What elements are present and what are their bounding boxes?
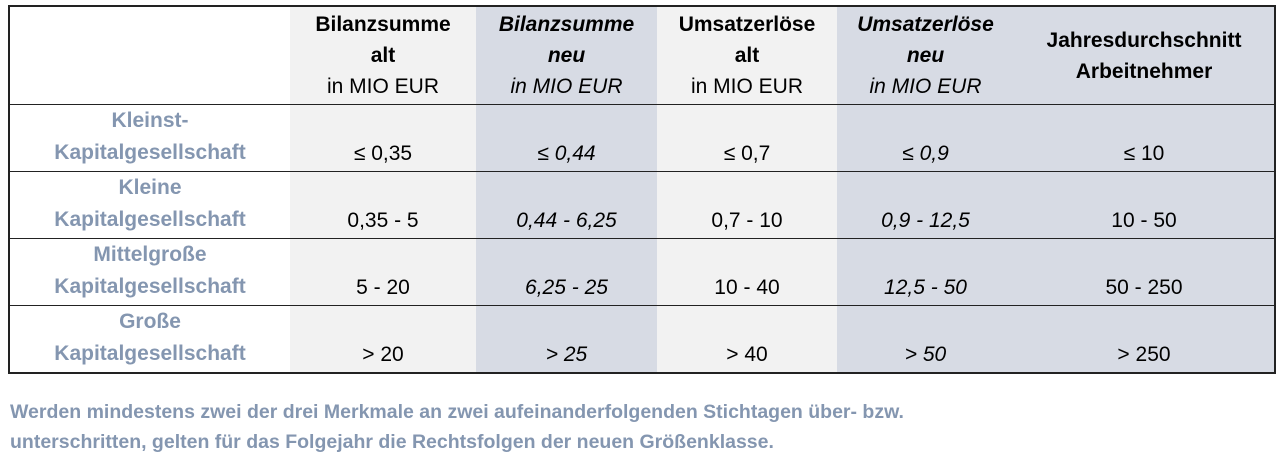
- text-line: in MIO EUR: [690, 75, 803, 98]
- column-header: Bilanzsumme alt in MIO EUR: [290, 6, 476, 105]
- table-cell: 6,25 - 25: [476, 238, 657, 306]
- text-line: Kapitalgesellschaft: [54, 141, 246, 164]
- table-cell: > 250: [1014, 305, 1275, 374]
- text-line: neu: [547, 44, 586, 67]
- table-cell: 50 - 250: [1014, 238, 1275, 306]
- table-cell: ≤ 10: [1014, 104, 1275, 172]
- text-line: Große: [119, 310, 181, 333]
- table-cell: 10 - 40: [657, 238, 837, 306]
- text-line: Kapitalgesellschaft: [54, 208, 246, 231]
- row-label: Kleine Kapitalgesellschaft: [9, 171, 290, 239]
- text-line: Jahresdurchschnitt: [1046, 28, 1242, 52]
- text-line: Kapitalgesellschaft: [54, 342, 246, 365]
- row-label: Kleinst- Kapitalgesellschaft: [9, 104, 290, 172]
- size-class-table: Bilanzsumme alt in MIO EUR Bilanzsumme neu in…: [8, 5, 1276, 374]
- column-header: Jahresdurchschnitt Arbeitnehmer: [1014, 6, 1275, 105]
- text-line: neu: [906, 44, 945, 67]
- row-label: Mittelgroße Kapitalgesellschaft: [9, 238, 290, 306]
- column-header: Bilanzsumme neu in MIO EUR: [476, 6, 657, 105]
- table-cell: 5 - 20: [290, 238, 476, 306]
- table-cell: 0,9 - 12,5: [837, 171, 1014, 239]
- text-line: Umsatzerlöse: [857, 13, 994, 36]
- text-line: Werden mindestens zwei der drei Merkmale…: [10, 401, 904, 423]
- column-header: [9, 6, 290, 105]
- table-cell: 0,44 - 6,25: [476, 171, 657, 239]
- table-row: Kleine Kapitalgesellschaft 0,35 - 5 0,44 - …: [9, 171, 1275, 239]
- text-line: Kleine: [118, 176, 182, 199]
- table-cell: ≤ 0,9: [837, 104, 1014, 172]
- table-cell: > 25: [476, 305, 657, 374]
- text-line: Bilanzsumme: [315, 13, 451, 36]
- text-line: Kleinst-: [111, 109, 189, 132]
- row-label: Große Kapitalgesellschaft: [9, 305, 290, 374]
- table-cell: ≤ 0,44: [476, 104, 657, 172]
- table-row: Mittelgroße Kapitalgesellschaft 5 - 20 6,25…: [9, 238, 1275, 306]
- table-cell: ≤ 0,7: [657, 104, 837, 172]
- text-line: Kapitalgesellschaft: [54, 275, 246, 298]
- table-cell: 12,5 - 50: [837, 238, 1014, 306]
- table-cell: > 50: [837, 305, 1014, 374]
- table-cell: 0,7 - 10: [657, 171, 837, 239]
- table-row: Kleinst- Kapitalgesellschaft ≤ 0,35 ≤ 0,44 ≤…: [9, 104, 1275, 172]
- text-line: Bilanzsumme: [498, 13, 635, 36]
- table-row: Große Kapitalgesellschaft > 20 > 25 > 40 > 50…: [9, 305, 1275, 374]
- table-cell: 0,35 - 5: [290, 171, 476, 239]
- footnote: Werden mindestens zwei der drei Merkmale…: [10, 397, 904, 457]
- column-header: Umsatzerlöse neu in MIO EUR: [837, 6, 1014, 105]
- text-line: alt: [734, 44, 760, 67]
- table-cell: 10 - 50: [1014, 171, 1275, 239]
- text-line: in MIO EUR: [869, 75, 982, 98]
- text-line: Arbeitnehmer: [1075, 59, 1213, 83]
- table-cell: ≤ 0,35: [290, 104, 476, 172]
- text-line: in MIO EUR: [326, 75, 439, 98]
- text-line: unterschritten, gelten für das Folgejahr…: [10, 431, 774, 453]
- column-header: Umsatzerlöse alt in MIO EUR: [657, 6, 837, 105]
- table-cell: > 20: [290, 305, 476, 374]
- text-line: alt: [370, 44, 396, 67]
- text-line: in MIO EUR: [510, 75, 623, 98]
- text-line: Umsatzerlöse: [678, 13, 816, 36]
- table-cell: > 40: [657, 305, 837, 374]
- text-line: Mittelgroße: [93, 243, 207, 266]
